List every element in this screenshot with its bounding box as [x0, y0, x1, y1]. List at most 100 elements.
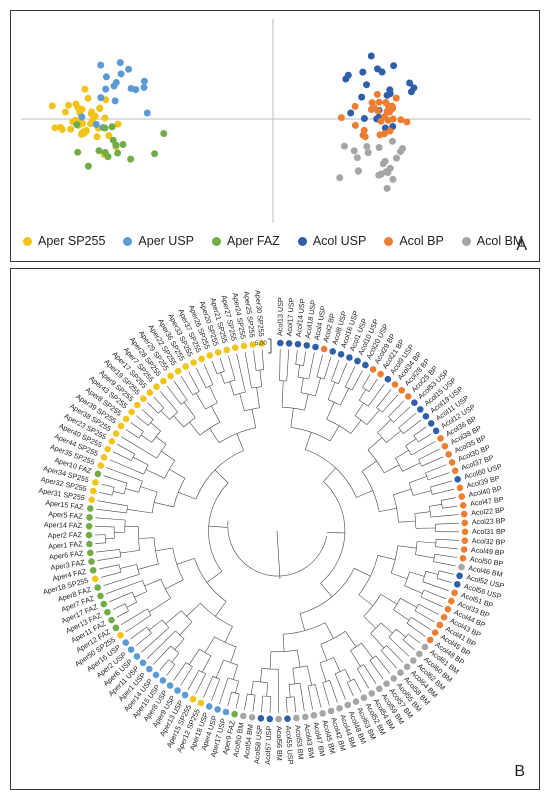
internal-branch: [195, 392, 206, 410]
internal-branch: [282, 634, 285, 652]
tip-dot: [94, 470, 102, 478]
internal-branch: [356, 490, 373, 498]
tip-dot: [153, 383, 160, 390]
tip-dot: [257, 715, 265, 722]
tip-dot: [166, 682, 174, 689]
leaf-branch: [420, 596, 443, 607]
leaf-branch: [307, 685, 313, 710]
clade-arc: [231, 691, 240, 695]
internal-branch: [386, 430, 402, 443]
internal-branch: [320, 644, 328, 661]
legend-dot: [23, 236, 32, 246]
scatter-point: [143, 109, 151, 117]
leaf-branch: [130, 626, 147, 640]
internal-branch: [292, 668, 295, 684]
internal-branch: [350, 419, 362, 434]
scatter-point: [127, 155, 135, 163]
internal-branch: [173, 415, 184, 428]
tip-label: Acol49 BP: [471, 545, 505, 557]
scatter-point: [377, 117, 385, 125]
leaf-branch: [436, 538, 459, 541]
tip-dot: [431, 629, 439, 636]
tip-dot: [436, 621, 444, 629]
tip-dot: [100, 454, 108, 461]
scatter-point: [84, 94, 92, 102]
internal-branch: [390, 572, 408, 580]
leaf-branch: [112, 451, 132, 461]
clade-arc: [183, 417, 196, 428]
internal-branch: [370, 633, 385, 649]
clade-arc: [415, 541, 418, 555]
tip-dot: [122, 415, 130, 423]
leaf-branch: [323, 357, 332, 379]
leaf-branch: [112, 603, 126, 610]
internal-branch: [220, 372, 225, 384]
tip-dot: [112, 624, 120, 632]
tip-dot: [117, 422, 125, 430]
clade-arc: [322, 680, 330, 683]
internal-branch: [206, 571, 222, 583]
tip-dot: [458, 563, 465, 571]
leaf-branch: [211, 679, 220, 701]
scatter-point: [74, 148, 82, 156]
scatter-point: [351, 121, 359, 129]
leaf-branch: [388, 636, 410, 657]
scatter-point: [354, 167, 362, 175]
tip-dot: [127, 646, 135, 653]
legend-label: Acol USP: [312, 234, 367, 248]
scatter-point: [403, 118, 411, 126]
tip-dot: [369, 366, 377, 373]
internal-branch: [239, 393, 245, 411]
leaf-branch: [120, 608, 148, 625]
clade-arc: [307, 684, 316, 687]
leaf-branch: [227, 691, 232, 707]
scatter-point: [72, 100, 80, 108]
internal-branch: [183, 401, 196, 418]
internal-branch: [169, 468, 186, 479]
internal-branch: [379, 508, 397, 512]
leaf-branch: [211, 360, 218, 375]
tip-dot: [214, 349, 222, 356]
scatter-point: [368, 99, 376, 107]
internal-branch: [251, 409, 257, 428]
internal-branch: [161, 450, 175, 461]
leaf-branch: [432, 488, 455, 495]
tip-dot: [160, 377, 167, 385]
tip-dot: [432, 427, 440, 435]
scatter-point: [381, 157, 389, 165]
scatter-point: [73, 121, 81, 129]
leaf-branch: [173, 662, 187, 681]
clade-arc: [208, 482, 229, 572]
internal-branch: [377, 419, 392, 433]
scatter-point: [344, 71, 352, 79]
root-branch: [276, 530, 281, 580]
clade-arc: [227, 677, 239, 682]
internal-branch: [165, 610, 182, 625]
tip-label: Acol57 USP: [263, 726, 273, 765]
scatter-point: [78, 113, 86, 121]
clade-arc: [199, 421, 221, 436]
scatter-point: [92, 121, 100, 128]
leaf-branch: [166, 385, 182, 405]
tip-dot: [86, 540, 93, 548]
leaf-branch: [410, 616, 431, 630]
tip-dot: [421, 643, 429, 651]
tip-label: Aper30 SP255: [253, 290, 266, 337]
clade-arc: [223, 659, 238, 666]
internal-branch: [145, 469, 165, 479]
tip-dot: [152, 671, 160, 679]
legend-dot: [461, 236, 471, 246]
leaf-branch: [187, 670, 200, 690]
leaf-branch: [413, 426, 427, 436]
internal-branch: [119, 564, 137, 569]
tip-dot: [293, 714, 300, 722]
internal-branch: [329, 425, 340, 442]
clade-arc: [334, 669, 346, 675]
tip-label: Acol53 BM: [293, 724, 306, 760]
internal-branch: [209, 385, 218, 404]
scatter-point: [393, 154, 400, 162]
leaf-branch: [286, 349, 290, 382]
internal-branch: [224, 626, 233, 643]
internal-branch: [260, 668, 263, 683]
scatter-point: [376, 131, 384, 139]
